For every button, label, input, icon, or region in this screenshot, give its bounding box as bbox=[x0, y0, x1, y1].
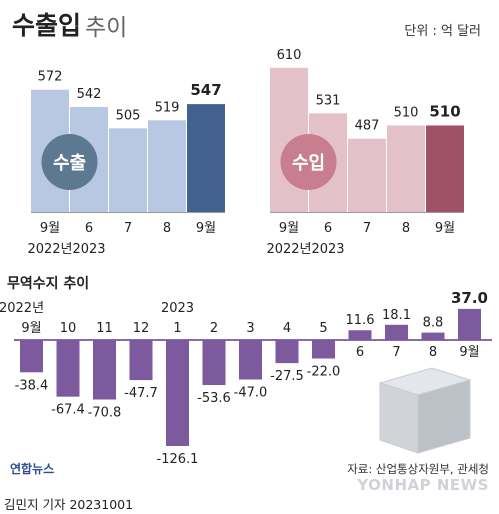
trade-balance-value-label: 8.8 bbox=[423, 316, 444, 331]
chart-title: 수출입 bbox=[12, 11, 82, 40]
trade-balance-tick-label: 11 bbox=[96, 321, 113, 336]
unit-label: 단위 : 억 달러 bbox=[404, 24, 481, 39]
export-year-label: 2023 bbox=[72, 242, 105, 257]
import-year-label: 2022년 bbox=[266, 242, 311, 257]
trade-balance-tick-label: 10 bbox=[60, 321, 77, 336]
export-badge-label: 수출 bbox=[53, 153, 86, 174]
trade-balance-tick-label: 8 bbox=[429, 345, 437, 360]
trade-balance-title: 무역수지 추이 bbox=[7, 275, 89, 292]
export-bar bbox=[148, 120, 186, 212]
trade-balance-value-label: -53.6 bbox=[197, 391, 231, 406]
import-value-label: 610 bbox=[277, 48, 302, 63]
trade-balance-tick-label: 9월 bbox=[21, 321, 41, 336]
trade-balance-value-label: -22.0 bbox=[307, 364, 341, 379]
trade-balance-year-label: 2022년 bbox=[0, 301, 44, 316]
import-value-label: 487 bbox=[355, 119, 380, 134]
trade-balance-value-label: -47.0 bbox=[234, 386, 268, 401]
trade-balance-bar bbox=[239, 340, 262, 380]
trade-balance-bar bbox=[129, 340, 153, 381]
trade-balance-tick-label: 7 bbox=[392, 345, 400, 360]
export-value-label: 519 bbox=[155, 100, 180, 115]
import-value-label: 510 bbox=[429, 102, 460, 120]
trade-balance-bar bbox=[312, 340, 335, 359]
import-bar bbox=[348, 138, 386, 212]
yonhap-logo-left: 연합뉴스 bbox=[10, 462, 55, 476]
trade-balance-bar bbox=[348, 330, 372, 340]
trade-balance-value-label: 37.0 bbox=[451, 289, 488, 307]
export-value-label: 542 bbox=[77, 87, 102, 102]
trade-balance-tick-label: 4 bbox=[283, 321, 291, 336]
trade-balance-tick-label: 6 bbox=[356, 345, 364, 360]
import-bar bbox=[426, 125, 464, 212]
trade-balance-year-label: 2023 bbox=[161, 301, 194, 316]
import-tick-label: 7 bbox=[363, 221, 371, 236]
export-tick-label: 9월 bbox=[40, 221, 60, 236]
trade-balance-tick-label: 12 bbox=[133, 321, 150, 336]
source-note: 자료: 산업통상자원부, 관세청 bbox=[347, 462, 489, 476]
export-badge bbox=[41, 134, 98, 190]
import-tick-label: 9월 bbox=[435, 221, 455, 236]
trade-balance-bar bbox=[93, 340, 116, 400]
trade-balance-value-label: -47.7 bbox=[124, 386, 158, 401]
trade-balance-bar bbox=[166, 340, 189, 446]
trade-balance-tick-label: 1 bbox=[173, 321, 181, 336]
export-year-label: 2022년 bbox=[27, 242, 72, 257]
import-tick-label: 6 bbox=[324, 221, 332, 236]
import-bar bbox=[387, 125, 425, 212]
export-value-label: 572 bbox=[38, 70, 63, 85]
trade-balance-value-label: 11.6 bbox=[346, 313, 375, 328]
trade-balance-value-label: -126.1 bbox=[157, 452, 199, 467]
trade-balance-bar bbox=[20, 340, 43, 373]
trade-balance-tick-label: 5 bbox=[319, 321, 327, 336]
yonhap-logo-right: YONHAP NEWS bbox=[357, 476, 489, 494]
trade-balance-bar bbox=[202, 340, 226, 386]
trade-balance-value-label: -67.4 bbox=[51, 403, 85, 418]
export-value-label: 547 bbox=[190, 81, 221, 99]
export-tick-label: 6 bbox=[85, 221, 93, 236]
trade-balance-bar bbox=[385, 324, 408, 340]
trade-balance-tick-label: 9월 bbox=[459, 345, 479, 360]
import-tick-label: 8 bbox=[402, 221, 410, 236]
trade-balance-tick-label: 3 bbox=[246, 321, 254, 336]
trade-balance-value-label: -38.4 bbox=[15, 378, 49, 393]
import-value-label: 510 bbox=[394, 105, 419, 120]
import-year-label: 2023 bbox=[311, 242, 344, 257]
container-illustration bbox=[378, 367, 472, 454]
trade-balance-bar bbox=[275, 340, 299, 364]
trade-balance-value-label: -27.5 bbox=[270, 369, 304, 384]
trade-balance-value-label: 18.1 bbox=[382, 308, 411, 323]
import-badge bbox=[280, 134, 337, 190]
import-value-label: 531 bbox=[316, 93, 341, 108]
export-tick-label: 7 bbox=[124, 221, 132, 236]
trade-balance-bar bbox=[458, 308, 481, 340]
trade-balance-bar bbox=[56, 340, 80, 397]
import-badge-label: 수입 bbox=[292, 152, 325, 174]
trade-balance-tick-label: 2 bbox=[210, 321, 218, 336]
credit-line: 김민지 기자 20231001 bbox=[4, 497, 134, 512]
import-tick-label: 9월 bbox=[279, 221, 299, 236]
export-tick-label: 8 bbox=[163, 221, 171, 236]
export-value-label: 505 bbox=[116, 108, 141, 123]
trade-balance-bar bbox=[421, 332, 445, 340]
export-tick-label: 9월 bbox=[196, 221, 216, 236]
export-bar bbox=[187, 104, 225, 212]
chart-subtitle: 추이 bbox=[85, 15, 128, 41]
trade-balance-value-label: -70.8 bbox=[88, 406, 122, 421]
export-bar bbox=[109, 128, 147, 212]
